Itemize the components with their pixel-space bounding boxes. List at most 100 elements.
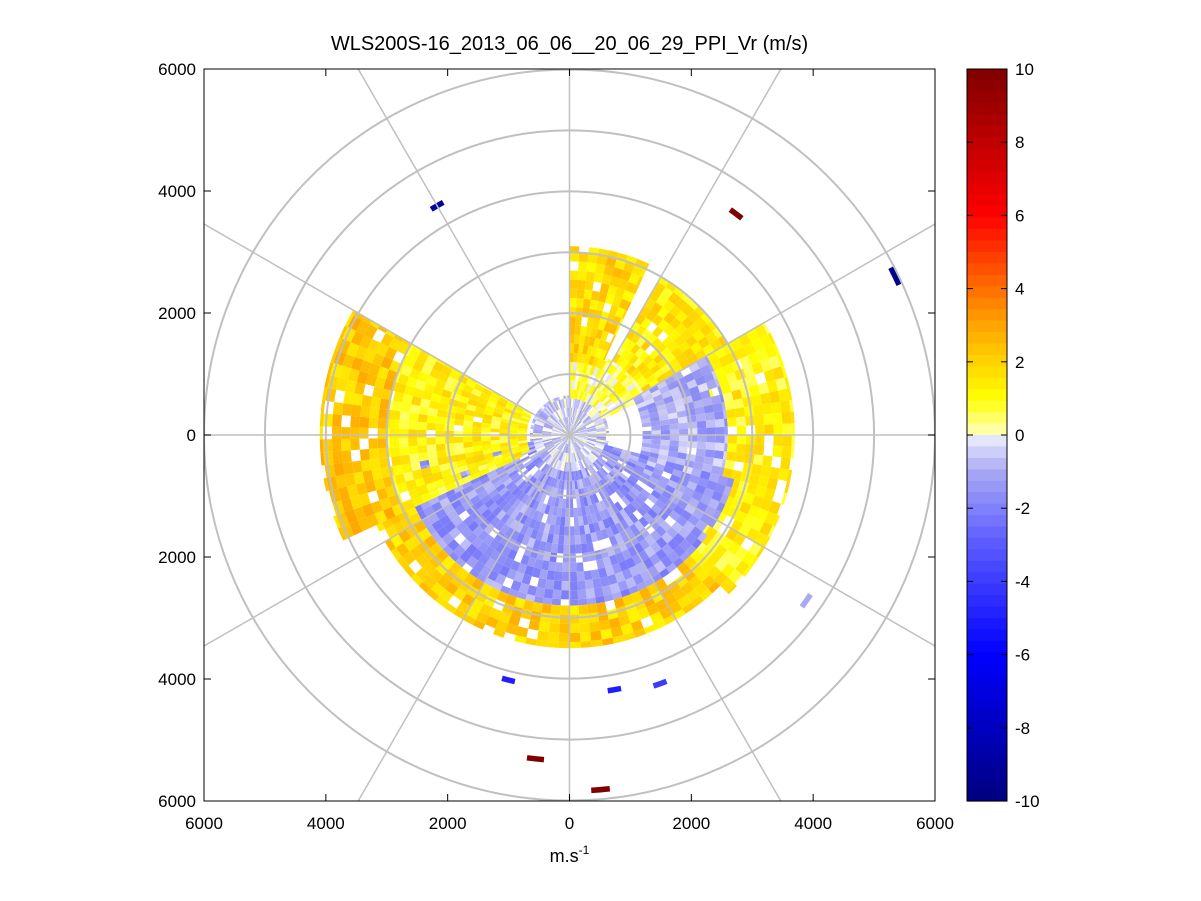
velocity-cell xyxy=(642,355,654,366)
velocity-cell xyxy=(600,410,610,417)
velocity-cell xyxy=(636,384,642,391)
velocity-cell xyxy=(622,594,634,606)
velocity-cell xyxy=(704,449,715,458)
velocity-cell xyxy=(699,389,711,400)
colorbar-swatch xyxy=(967,400,1007,413)
velocity-cell xyxy=(437,456,448,466)
velocity-cell xyxy=(482,413,493,420)
velocity-cell xyxy=(547,631,560,642)
velocity-cell xyxy=(529,430,534,434)
velocity-cell xyxy=(557,396,561,401)
velocity-cell xyxy=(610,410,620,416)
velocity-cell xyxy=(660,555,674,569)
velocity-cell xyxy=(725,408,737,419)
velocity-cell xyxy=(524,526,534,538)
velocity-cell xyxy=(500,585,511,595)
velocity-cell xyxy=(596,427,606,431)
velocity-cell xyxy=(578,344,584,354)
velocity-cell xyxy=(614,363,620,369)
colorbar-tick-label: 2 xyxy=(1015,353,1024,372)
velocity-cell xyxy=(749,556,759,568)
velocity-cell xyxy=(576,399,581,409)
y-tick-label: 6000 xyxy=(158,60,196,79)
velocity-cell xyxy=(556,400,562,410)
velocity-cell xyxy=(346,342,360,357)
velocity-cell xyxy=(511,457,521,465)
velocity-cell xyxy=(607,284,618,296)
velocity-cell xyxy=(577,438,587,444)
velocity-cell xyxy=(576,498,581,508)
velocity-cell xyxy=(504,464,515,472)
velocity-cell xyxy=(589,464,597,474)
velocity-cell xyxy=(526,486,535,497)
velocity-cell xyxy=(741,551,756,566)
velocity-cell xyxy=(350,415,361,428)
velocity-cell xyxy=(663,466,674,475)
velocity-cell xyxy=(599,500,607,511)
velocity-cell xyxy=(426,437,436,445)
velocity-cell xyxy=(586,597,597,605)
velocity-cell xyxy=(722,391,734,403)
velocity-cell xyxy=(408,437,418,447)
velocity-cell xyxy=(538,449,548,457)
velocity-cell xyxy=(623,361,633,372)
velocity-cell xyxy=(610,626,624,638)
velocity-cell xyxy=(442,475,454,486)
velocity-cell xyxy=(559,623,570,633)
velocity-cell xyxy=(574,480,579,490)
velocity-cell xyxy=(590,327,598,338)
field-region xyxy=(376,507,721,649)
velocity-cell xyxy=(627,374,633,380)
velocity-cell xyxy=(659,568,670,579)
velocity-cell xyxy=(755,508,769,522)
velocity-cell xyxy=(469,393,480,402)
velocity-cell xyxy=(586,317,595,328)
velocity-cell xyxy=(441,389,453,399)
velocity-cell xyxy=(400,454,411,465)
velocity-cell xyxy=(342,353,355,369)
velocity-cell xyxy=(539,473,547,483)
velocity-cell xyxy=(627,545,639,558)
velocity-cell xyxy=(634,313,646,326)
velocity-cell xyxy=(393,334,404,342)
velocity-cell xyxy=(479,468,490,477)
velocity-cell xyxy=(552,426,562,432)
velocity-cell xyxy=(595,423,605,428)
colorbar-swatch xyxy=(967,126,1007,139)
velocity-cell xyxy=(584,404,591,413)
velocity-cell xyxy=(569,444,572,454)
velocity-cell xyxy=(671,468,683,478)
velocity-cell xyxy=(708,472,720,483)
velocity-cell xyxy=(623,379,634,389)
velocity-cell xyxy=(772,366,785,380)
velocity-cell xyxy=(545,579,555,590)
velocity-cell xyxy=(632,358,643,369)
velocity-cell xyxy=(541,560,550,571)
velocity-cell xyxy=(470,471,482,481)
velocity-cell xyxy=(653,368,665,379)
velocity-cell xyxy=(735,346,748,360)
velocity-cell xyxy=(439,497,451,509)
velocity-cell xyxy=(529,453,539,460)
velocity-cell xyxy=(642,512,654,524)
velocity-cell xyxy=(443,568,457,582)
velocity-cell xyxy=(543,462,547,466)
velocity-cell xyxy=(414,476,426,488)
velocity-cell xyxy=(566,444,569,454)
velocity-cell xyxy=(594,389,602,399)
velocity-cell xyxy=(546,466,553,476)
velocity-cell xyxy=(602,498,611,509)
velocity-cell xyxy=(569,361,574,372)
velocity-cell xyxy=(565,462,569,472)
velocity-cell xyxy=(548,416,556,424)
velocity-cell xyxy=(442,555,456,569)
velocity-cell xyxy=(694,406,705,415)
velocity-cell xyxy=(420,364,433,376)
velocity-cell xyxy=(764,511,778,526)
velocity-cell xyxy=(610,514,620,525)
velocity-cell xyxy=(470,509,482,521)
velocity-cell xyxy=(500,418,511,424)
velocity-cell xyxy=(676,515,688,528)
velocity-cell xyxy=(576,479,581,490)
velocity-cell xyxy=(574,442,581,450)
